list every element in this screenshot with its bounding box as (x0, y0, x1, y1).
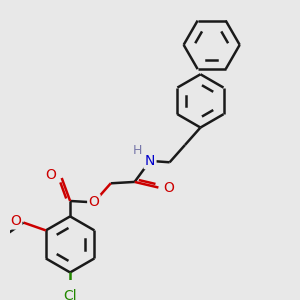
Text: H: H (133, 144, 142, 157)
Text: O: O (88, 195, 99, 209)
Text: O: O (10, 214, 21, 228)
Text: N: N (145, 154, 155, 168)
Text: Cl: Cl (63, 289, 77, 300)
Text: O: O (163, 181, 174, 194)
Text: O: O (46, 168, 56, 182)
